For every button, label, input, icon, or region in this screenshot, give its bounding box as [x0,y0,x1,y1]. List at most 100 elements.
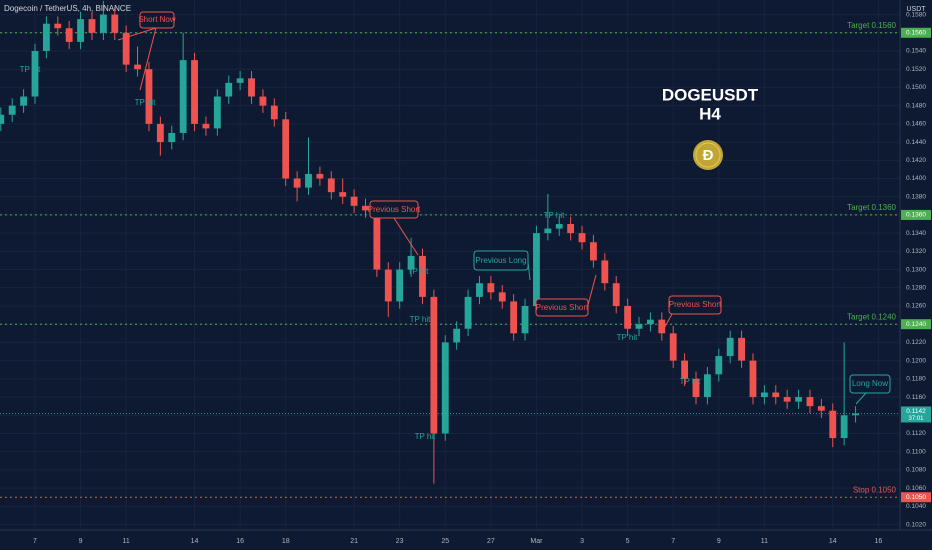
level-badge [901,492,931,503]
callout-line [587,274,597,306]
chart-title: Dogecoin / TetherUS, 4h, BINANCE [4,4,131,13]
candle-body [305,173,312,188]
candle-body [54,23,62,29]
candle-body [156,123,164,143]
y-tick-label: 0.1200 [906,357,926,364]
candle-body [578,233,586,243]
callout-line [117,27,157,41]
candle-body [225,82,233,97]
level-label: Target 0.1240 [847,312,896,321]
candle-body [590,242,597,261]
candle-body [601,260,609,284]
y-tick-label: 0.1260 [906,303,926,310]
candle-body [555,224,563,229]
y-tick-label: 0.1020 [906,521,926,528]
y-tick-label: 0.1080 [906,467,926,474]
annotation: Previous Short [536,303,589,312]
tp-label: TP hit [415,432,437,441]
x-tick-label: 14 [191,538,199,545]
level-badge [901,209,931,220]
annotation: Short Now [138,15,176,24]
y-tick-label: 0.1060 [906,485,926,492]
x-tick-label: 16 [874,538,882,545]
x-tick-label: 7 [33,538,37,545]
candle-body [145,69,153,124]
x-tick-label: 3 [580,538,584,545]
annotation-box [369,200,419,219]
candle-body [498,292,506,302]
candle-body [612,283,620,306]
candle-body [510,301,518,334]
y-tick-label: 0.1460 [906,121,926,128]
y-tick-label: 0.1500 [906,84,926,91]
tp-label: TP hit [680,377,702,386]
candle-body [476,283,483,297]
candle-body [430,296,438,434]
candle-body [658,319,666,334]
y-tick-label: 0.1100 [906,448,926,455]
candle-body [20,96,28,106]
tp-label: TP hit [617,333,639,342]
candle-body [407,255,415,270]
y-tick-label: 0.1220 [906,339,926,346]
candle-body [350,196,358,206]
candle-body [122,32,130,65]
y-tick-label: 0.1380 [906,193,926,200]
candle-body [31,50,39,97]
level-badge-label: 0.1240 [906,321,926,328]
candle-body [669,333,677,361]
level-label: Stop 0.1050 [853,485,897,494]
candle-body [99,14,107,33]
y-tick-label: 0.1040 [906,503,926,510]
candle-body [168,132,176,143]
level-badge [901,27,931,38]
candle-body [111,14,119,33]
y-tick-label: 0.1120 [906,430,926,437]
candle-body [8,105,16,115]
annotation: Previous Short [669,300,722,309]
x-tick-label: 18 [282,538,290,545]
callout-line [855,392,867,405]
x-tick-label: 14 [829,538,837,545]
candle-body [817,406,825,411]
x-tick-label: 21 [350,538,358,545]
candle-body [248,78,255,97]
x-tick-label: 27 [487,538,495,545]
candle-body [567,224,575,234]
candle-body [202,123,210,129]
candle-body [715,356,723,375]
candle-body [806,397,814,407]
annotation-box [473,250,529,271]
candle-body [259,96,267,106]
axis-unit: USDT [906,6,926,13]
candle-body [783,397,791,402]
last-price-label: 0.1142 [906,408,926,415]
tp-label: TP hit [20,65,42,74]
level-label: Target 0.1360 [847,203,896,212]
candle-body [726,337,734,357]
y-tick-label: 0.1300 [906,266,926,273]
y-tick-label: 0.1520 [906,66,926,73]
heading: DOGEUSDT [662,85,759,104]
candle-body [760,392,768,398]
levels: Target 0.1560 Target 0.1360 Target 0.1240 S… [0,21,900,498]
candle-body [738,337,746,361]
x-tick-label: 9 [79,538,83,545]
candle-body [282,119,290,179]
y-tick-label: 0.1180 [906,376,926,383]
tp-label: TP hit [135,98,157,107]
candle-body [772,392,780,398]
candle-body [316,173,324,179]
candle-body [692,378,700,398]
candle-body [396,269,404,302]
last-price-badge [901,406,931,423]
x-tick-label: 25 [441,538,449,545]
x-tick-label: Mar [530,538,543,545]
y-tick-label: 0.1280 [906,284,926,291]
candle-body [441,342,449,434]
candle-body [179,60,187,133]
y-tick-label: 0.1160 [906,394,926,401]
annotation-box [849,374,891,394]
candle-body [134,64,141,70]
candle-body [88,19,96,33]
